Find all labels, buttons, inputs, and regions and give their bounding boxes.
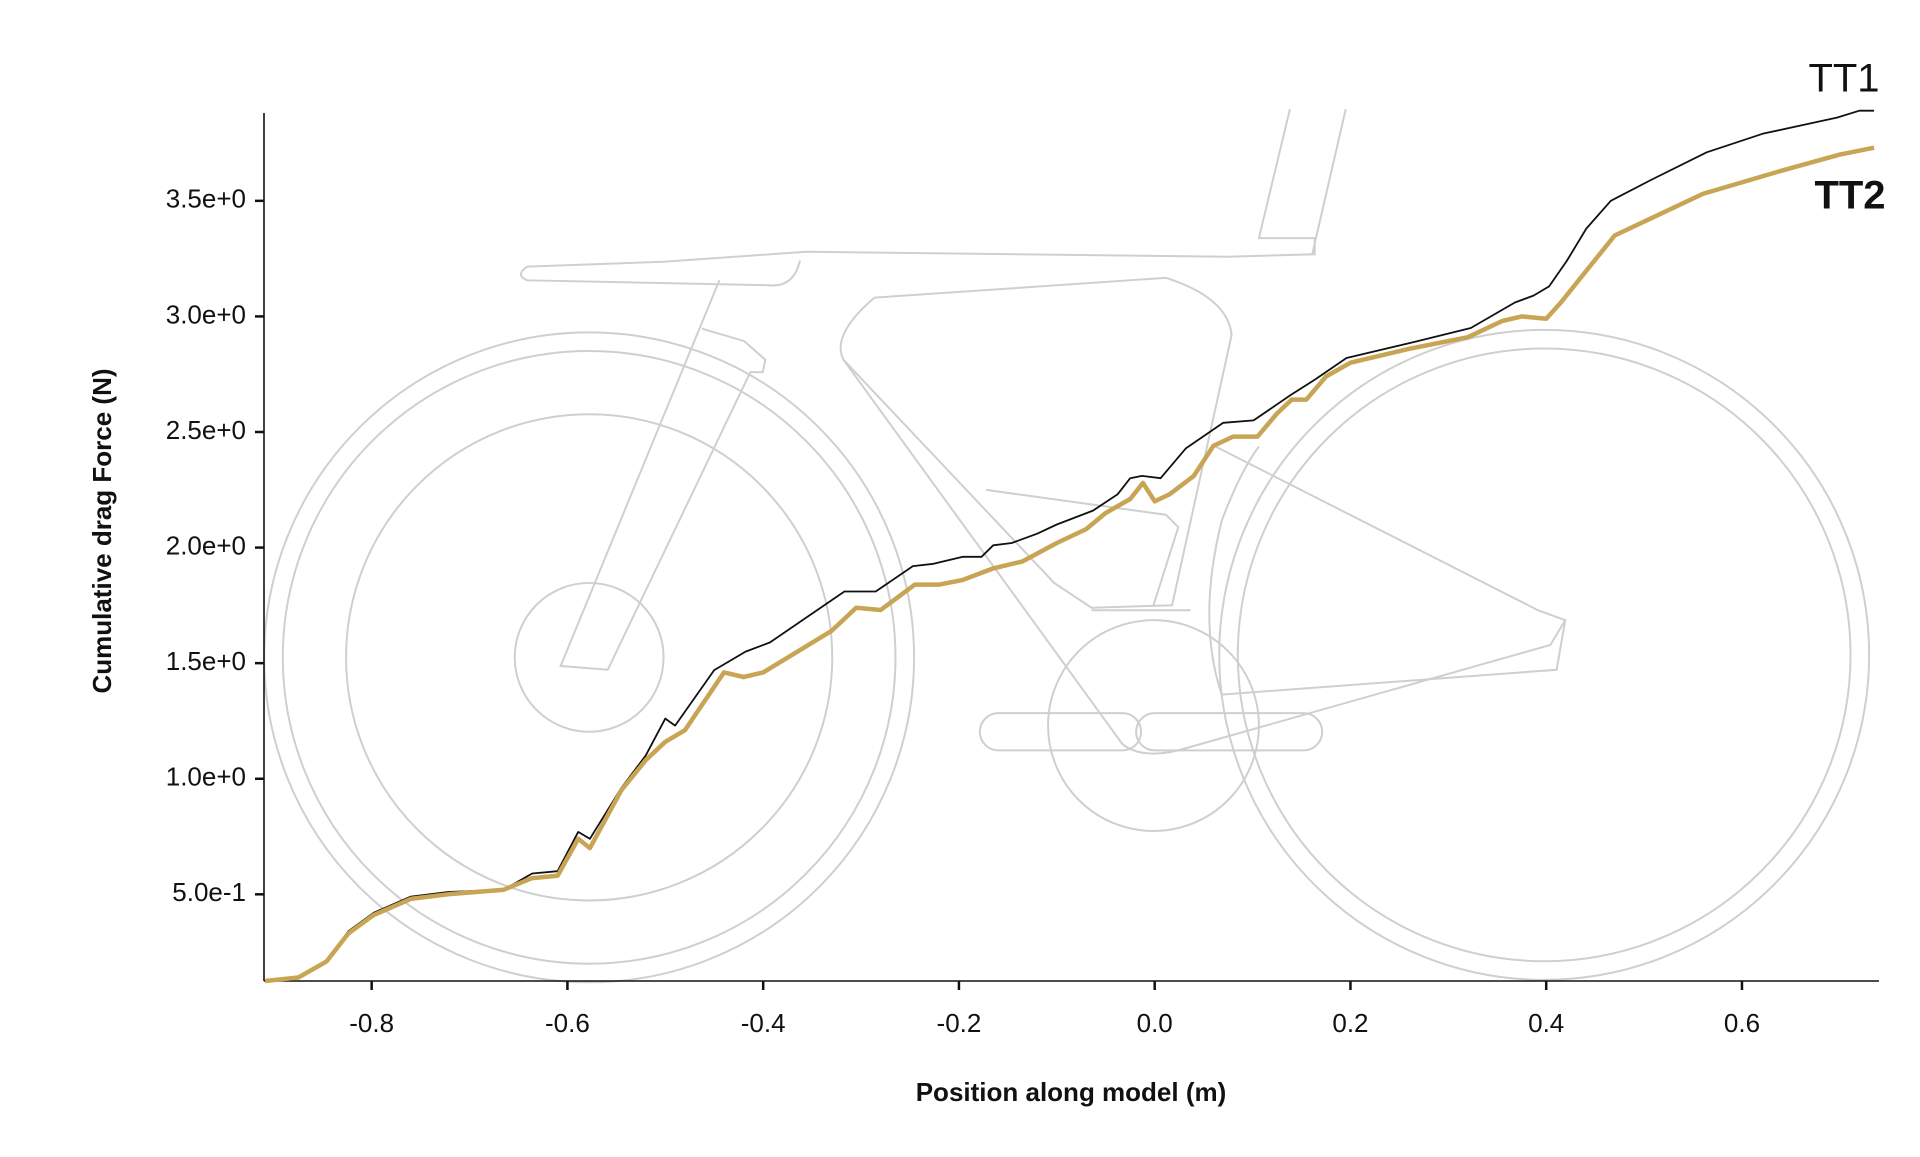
x-tick-label: -0.4 [741,1008,786,1038]
y-tick-label: 2.0e+0 [166,530,246,560]
y-tick-label: 3.0e+0 [166,299,246,329]
x-tick-label: 0.2 [1332,1008,1368,1038]
x-tick-label: 0.4 [1528,1008,1564,1038]
y-tick-label: 3.5e+0 [166,184,246,214]
x-tick-label: -0.2 [937,1008,982,1038]
y-axis-title: Cumulative drag Force (N) [87,368,117,693]
x-tick-label: 0.6 [1724,1008,1760,1038]
x-axis-title: Position along model (m) [916,1077,1227,1107]
x-tick-label: -0.8 [349,1008,394,1038]
bicycle-silhouette [263,108,1871,984]
x-tick-label: -0.6 [545,1008,590,1038]
series-label: TT2 [1814,174,1885,218]
y-tick-label: 1.0e+0 [166,762,246,792]
series-line [264,109,1875,982]
y-tick-label: 1.5e+0 [166,646,246,676]
series-label: TT1 [1808,57,1879,101]
y-tick-label: 5.0e-1 [172,877,246,907]
x-tick-label: 0.0 [1137,1008,1173,1038]
y-tick-label: 2.5e+0 [166,415,246,445]
series-line [264,145,1875,984]
